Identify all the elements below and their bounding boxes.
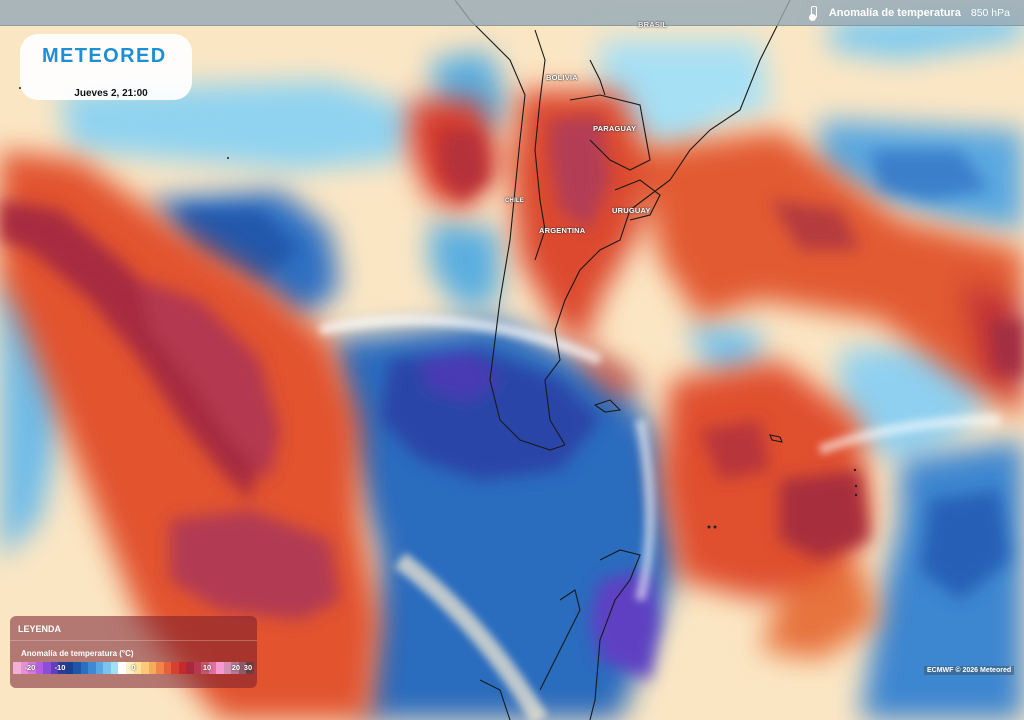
label-brasil: BRASIL xyxy=(638,20,668,29)
legend-tick: 10 xyxy=(202,663,212,672)
color-swatch xyxy=(103,662,111,674)
color-swatch xyxy=(28,662,36,674)
color-swatch xyxy=(163,662,172,674)
color-swatch xyxy=(201,662,209,674)
legend-divider xyxy=(10,640,257,641)
color-swatch xyxy=(178,662,187,674)
forecast-time: Jueves 2, 21:00 xyxy=(74,88,148,99)
legend-tick: 0 xyxy=(131,663,136,672)
thermometer-icon xyxy=(808,5,817,21)
color-swatch xyxy=(223,662,232,674)
color-swatch xyxy=(95,662,104,674)
label-chile: CHILE xyxy=(505,198,524,204)
color-swatch xyxy=(20,662,29,674)
color-swatch xyxy=(13,662,21,674)
legend-tick: 30 xyxy=(243,663,253,672)
color-swatch xyxy=(238,662,247,674)
color-swatch xyxy=(73,662,81,674)
color-swatch xyxy=(110,662,119,674)
color-swatch xyxy=(80,662,89,674)
color-swatch xyxy=(208,662,217,674)
color-swatch xyxy=(35,662,44,674)
color-swatch xyxy=(58,662,66,674)
color-swatch xyxy=(193,662,202,674)
legend-tick: -20 xyxy=(24,663,36,672)
color-swatch xyxy=(88,662,96,674)
meteored-logo[interactable]: METEORED xyxy=(42,45,167,67)
color-swatch xyxy=(171,662,179,674)
copyright-notice: ECMWF © 2026 Meteored xyxy=(924,666,1015,675)
color-swatch xyxy=(125,662,134,674)
label-paraguay: PARAGUAY xyxy=(593,124,637,133)
color-swatch xyxy=(65,662,74,674)
color-scale-bar xyxy=(13,662,254,674)
legend-tick: -10 xyxy=(54,663,66,672)
legend-tick: 20 xyxy=(231,663,241,672)
color-swatch xyxy=(148,662,157,674)
label-bolivia: BOLIVIA xyxy=(546,73,578,82)
color-scale-ticks: -20 -10 0 10 20 30 xyxy=(13,662,254,674)
label-uruguay: URUGUAY xyxy=(612,206,651,215)
label-argentina: ARGENTINA xyxy=(539,226,586,235)
coastlines xyxy=(454,0,791,720)
pressure-level: 850 hPa xyxy=(970,6,1010,19)
layer-header: Anomalía de temperatura 850 hPa xyxy=(0,0,1024,26)
legend-subtitle: Anomalía de temperatura (°C) xyxy=(21,649,134,658)
brand-card: METEORED Jueves 2, 21:00 xyxy=(20,34,192,100)
color-swatch xyxy=(118,662,126,674)
color-swatch xyxy=(50,662,59,674)
legend-title: LEYENDA xyxy=(18,624,62,634)
layer-title: Anomalía de temperatura xyxy=(828,6,961,19)
color-swatch xyxy=(216,662,224,674)
color-swatch xyxy=(186,662,194,674)
color-swatch xyxy=(141,662,149,674)
color-swatch xyxy=(43,662,51,674)
legend-panel[interactable]: LEYENDA Anomalía de temperatura (°C) -20… xyxy=(10,616,257,688)
color-swatch xyxy=(231,662,239,674)
color-swatch xyxy=(133,662,142,674)
color-swatch xyxy=(156,662,164,674)
color-swatch xyxy=(246,662,254,674)
